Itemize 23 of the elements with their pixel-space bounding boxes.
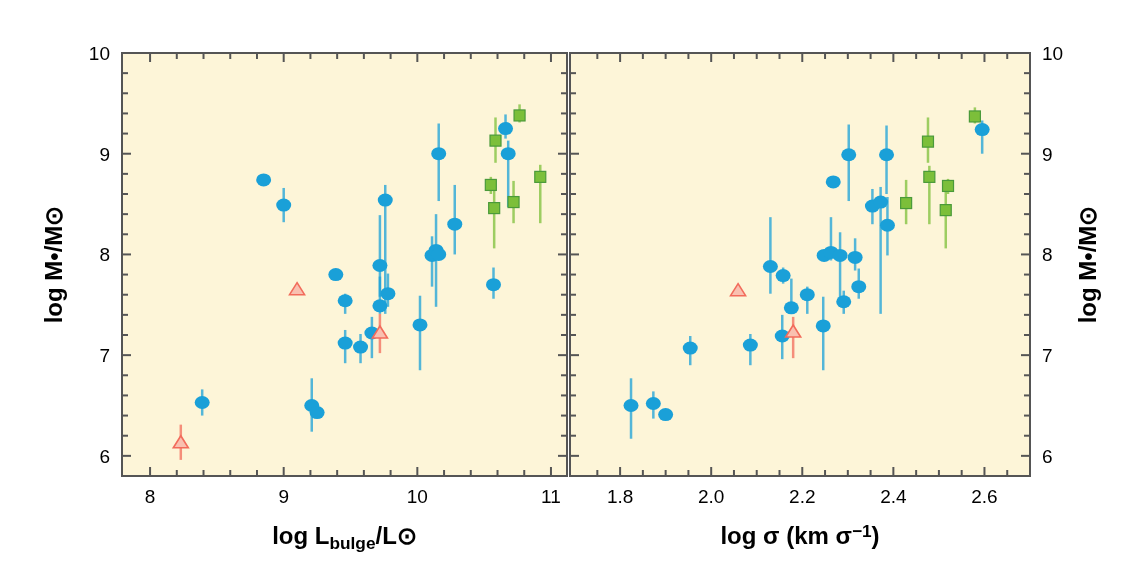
y-tick-label: 9: [99, 143, 110, 165]
y-tick-label: 6: [99, 445, 110, 467]
y-tick-label: 9: [1042, 143, 1053, 165]
y-tick-label: 7: [99, 345, 110, 367]
x-tick-label: 11: [541, 486, 561, 507]
x-tick-label: 2.6: [971, 486, 998, 507]
x-axis-title: log σ (km σ$^{−1}$): [720, 521, 880, 549]
text: 1.8: [606, 486, 634, 507]
y-axis-title: log M•/M⊙: [40, 205, 67, 324]
y-tick-label: 7: [1042, 345, 1053, 367]
y-tick-label: 8: [99, 244, 110, 266]
x-tick-label: 9: [278, 486, 289, 507]
x-tick-label: 2.4: [880, 486, 907, 507]
y-tick-label: 10: [1042, 43, 1064, 64]
y-tick-label: 6: [1042, 445, 1053, 467]
x-tick-label: 8: [144, 486, 156, 507]
x-tick-label: 2.2: [789, 486, 816, 507]
x-axis-title: log L$_{bulge}$/L⊙: [272, 522, 417, 554]
y-axis-title: log M•/M⊙: [1074, 205, 1101, 324]
y-tick-label: 8: [1042, 244, 1053, 266]
x-tick-label: 10: [406, 486, 428, 507]
y-tick-label: 10: [88, 43, 110, 64]
x-tick-label: 2.0: [697, 486, 725, 507]
